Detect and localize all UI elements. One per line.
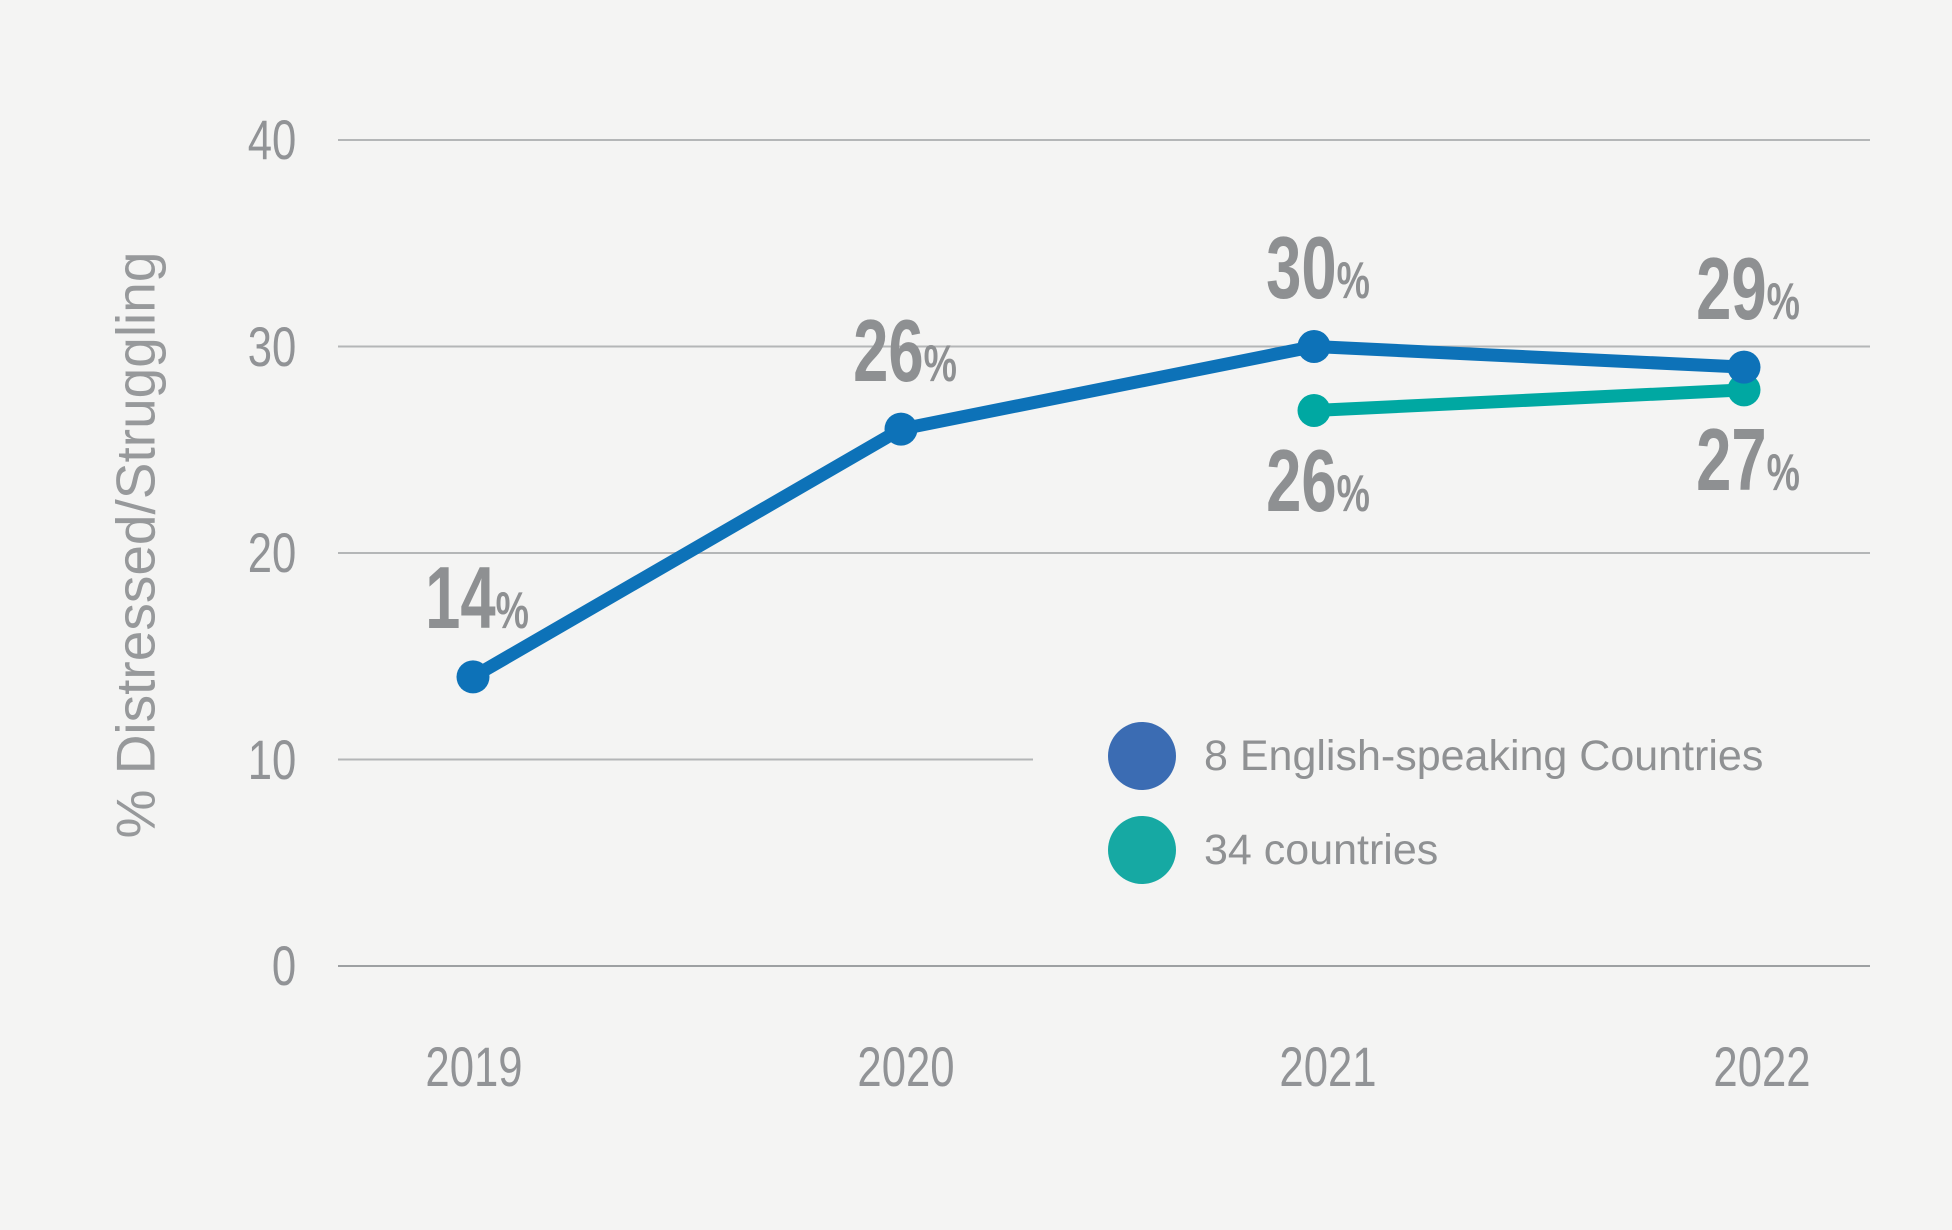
legend-swatch-teal-icon bbox=[1108, 816, 1176, 884]
y-tick-label: 40 bbox=[247, 108, 296, 171]
data-point bbox=[1727, 373, 1761, 407]
label-percent-sign: % bbox=[1766, 272, 1800, 331]
series-line bbox=[469, 340, 1745, 683]
label-number: 26 bbox=[853, 300, 924, 400]
data-value-label: 30% bbox=[1266, 224, 1370, 312]
data-point bbox=[884, 412, 918, 446]
data-value-label: 26% bbox=[853, 306, 957, 395]
series-line bbox=[1313, 383, 1745, 418]
label-percent-sign: % bbox=[495, 582, 529, 641]
legend-item-english-countries: 8 English-speaking Countries bbox=[1108, 722, 1763, 790]
data-point bbox=[456, 660, 490, 694]
x-tick-label: 2019 bbox=[425, 1035, 523, 1098]
label-percent-sign: % bbox=[1766, 444, 1800, 503]
data-point bbox=[1297, 330, 1331, 363]
y-tick-label: 20 bbox=[247, 521, 296, 584]
x-tick-label: 2020 bbox=[857, 1035, 955, 1098]
data-value-label: 26% bbox=[1266, 437, 1370, 525]
data-value-label: 27% bbox=[1696, 416, 1800, 504]
y-axis-title: % Distressed/Struggling bbox=[104, 251, 167, 839]
label-number: 26 bbox=[1266, 431, 1337, 530]
data-value-label: 29% bbox=[1696, 244, 1800, 333]
legend-label: 8 English-speaking Countries bbox=[1204, 731, 1764, 780]
label-number: 14 bbox=[425, 548, 496, 648]
y-tick-label: 0 bbox=[271, 934, 296, 997]
x-tick-label: 2021 bbox=[1279, 1035, 1377, 1098]
label-percent-sign: % bbox=[1336, 465, 1370, 523]
label-percent-sign: % bbox=[923, 334, 957, 393]
label-number: 29 bbox=[1696, 238, 1767, 338]
legend-swatch-blue-icon bbox=[1108, 722, 1176, 790]
y-tick-label: 10 bbox=[247, 727, 296, 791]
data-value-label: 14% bbox=[425, 554, 529, 642]
data-point bbox=[1297, 394, 1331, 428]
data-point bbox=[1727, 350, 1761, 384]
y-tick-label: 30 bbox=[247, 314, 296, 378]
legend-item-34-countries: 34 countries bbox=[1108, 816, 1438, 884]
legend-label: 34 countries bbox=[1204, 825, 1439, 874]
label-number: 30 bbox=[1266, 218, 1337, 317]
x-tick-label: 2022 bbox=[1713, 1035, 1811, 1098]
label-number: 27 bbox=[1696, 410, 1767, 510]
label-percent-sign: % bbox=[1336, 252, 1370, 310]
